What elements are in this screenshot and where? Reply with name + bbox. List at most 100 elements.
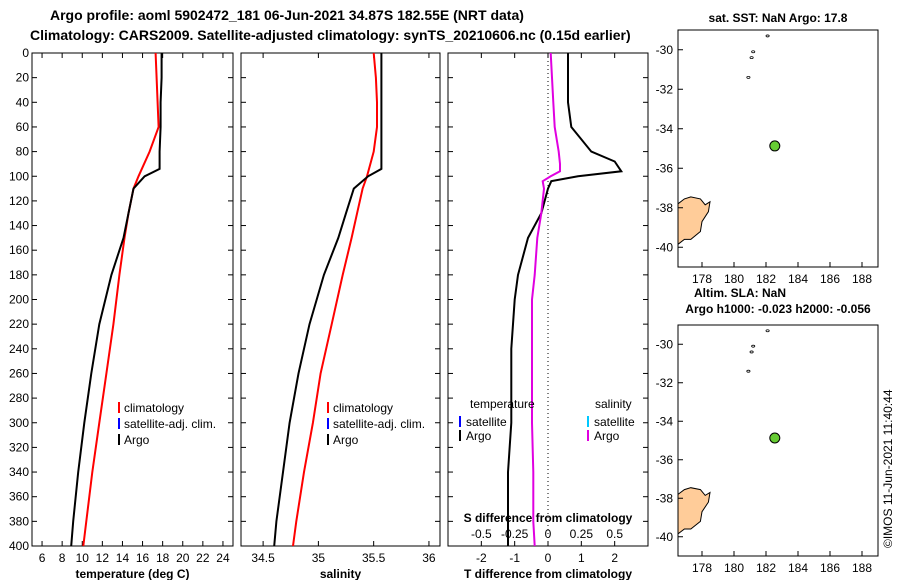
legend-swatch-2: [118, 434, 120, 445]
top-tick-label: 0.25: [570, 527, 594, 541]
y-tick-label: -32: [656, 82, 674, 96]
legend-title-temperature: temperature: [470, 397, 535, 411]
x-tick-label: 180: [724, 561, 744, 575]
x-tick-label: 188: [852, 561, 872, 575]
x-tick-label: 36: [422, 551, 436, 565]
y-tick-label: -38: [656, 201, 674, 215]
y-tick-label: -40: [656, 240, 674, 254]
x-tick-label: 0: [545, 551, 552, 565]
x-tick-label: 178: [692, 561, 712, 575]
profile-panel-temperature: 0 20 40 60 80 100 120 140 160 180 200 220 240 260 280 3…: [9, 46, 234, 580]
y-tick-label: 360: [9, 490, 29, 504]
x-tick-label: 34.5: [251, 551, 275, 565]
map-sla-panel: 178 180 182 184 186 188 -30 -32 -34 -36 -38 -40 Alti…: [656, 286, 879, 575]
island-mark: [746, 76, 751, 79]
legend-label-2: Argo: [124, 433, 150, 447]
legend-label-0: climatology: [124, 401, 184, 415]
y-tick-label: 20: [16, 71, 30, 85]
y-tick-label: 280: [9, 391, 29, 405]
x-tick-label: 16: [136, 551, 150, 565]
top-tick-label: -0.25: [501, 527, 529, 541]
x-tick-label: -2: [476, 551, 487, 565]
y-tick-label: 0: [22, 46, 29, 60]
map-title: Altim. SLA: NaN: [694, 286, 786, 300]
y-tick-label: 60: [16, 120, 30, 134]
island-mark: [746, 369, 751, 373]
top-axis-label: S difference from climatology: [464, 511, 633, 525]
y-tick-label: -30: [656, 43, 674, 57]
panel-frame: [447, 52, 649, 547]
series-line-climatology: [292, 52, 378, 547]
series-line-t-argo: [507, 53, 624, 546]
x-tick-label: 184: [788, 272, 808, 286]
y-tick-label: -34: [656, 414, 674, 428]
map-title: sat. SST: NaN Argo: 17.8: [709, 11, 848, 25]
legend-swatch-2: [327, 434, 329, 445]
island-mark: [749, 56, 754, 60]
y-tick-label: -30: [656, 337, 674, 351]
x-tick-label: 18: [156, 551, 170, 565]
legend-label-1: satellite-adj. clim.: [124, 417, 216, 431]
x-tick-label: 6: [39, 551, 46, 565]
y-tick-label: -32: [656, 376, 674, 390]
map-subtitle: Argo h1000: -0.023 h2000: -0.056: [685, 302, 871, 316]
series-line-climatology: [82, 52, 160, 547]
legend-label-salinity-argo: Argo: [594, 429, 620, 443]
x-tick-label: 186: [820, 272, 840, 286]
y-tick-label: 240: [9, 342, 29, 356]
top-tick-label: -0.5: [471, 527, 492, 541]
header-line-2: Climatology: CARS2009. Satellite-adjuste…: [30, 27, 631, 43]
x-tick-label: 24: [216, 551, 230, 565]
island-mark: [751, 344, 756, 348]
x-tick-label: 182: [756, 272, 776, 286]
y-tick-label: 340: [9, 465, 29, 479]
y-tick-label: -38: [656, 491, 674, 505]
float-location-marker: [769, 140, 781, 152]
island-mark: [765, 329, 770, 333]
x-tick-label: 35: [312, 551, 326, 565]
x-axis-label: salinity: [320, 567, 362, 580]
legend-label-0: climatology: [333, 401, 393, 415]
top-tick-label: 0.5: [606, 527, 623, 541]
y-tick-label: 40: [16, 95, 30, 109]
y-tick-label: 400: [9, 539, 29, 553]
y-tick-label: 120: [9, 194, 29, 208]
legend-swatch-0: [118, 402, 120, 413]
legend-swatch-1: [327, 418, 329, 429]
island-mark: [765, 34, 770, 38]
legend-swatch-0: [327, 402, 329, 413]
y-tick-label: 200: [9, 293, 29, 307]
series-line-s-argo: [531, 52, 561, 547]
header-line-1: Argo profile: aoml 5902472_181 06-Jun-20…: [50, 7, 524, 23]
x-tick-label: 20: [176, 551, 190, 565]
x-tick-label: 1: [578, 551, 585, 565]
legend-swatch-1: [118, 418, 120, 429]
float-location-marker: [769, 432, 781, 444]
map-frame: [677, 29, 879, 268]
y-tick-label: 380: [9, 514, 29, 528]
series-line-argo: [70, 53, 163, 547]
x-tick-label: 184: [788, 561, 808, 575]
x-tick-label: 186: [820, 561, 840, 575]
x-tick-label: 14: [116, 551, 130, 565]
x-tick-label: 182: [756, 561, 776, 575]
panel-frame: [240, 52, 441, 547]
profile-panel-salinity: 34.5 35 35.5 36 salinity climatology satellite…: [240, 52, 441, 580]
chart-layer: 0204060801001201401601802002202402602803…: [9, 11, 879, 580]
x-tick-label: 12: [96, 551, 110, 565]
profile-panel-difference: -2 -1 0 1 2 T difference from climatology S di…: [447, 52, 649, 580]
island-mark: [749, 350, 754, 354]
legend-label-2: Argo: [333, 433, 359, 447]
x-tick-label: 10: [76, 551, 90, 565]
land-nz: [677, 196, 711, 267]
x-tick-label: 180: [724, 272, 744, 286]
legend-title-salinity: salinity: [595, 397, 632, 411]
x-axis-label: T difference from climatology: [464, 567, 632, 580]
x-tick-label: -1: [509, 551, 520, 565]
y-tick-label: 220: [9, 317, 29, 331]
y-tick-label: 300: [9, 416, 29, 430]
legend-swatch-salinity-argo: [587, 430, 589, 441]
legend-label-argo: Argo: [466, 429, 492, 443]
x-tick-label: 178: [692, 272, 712, 286]
